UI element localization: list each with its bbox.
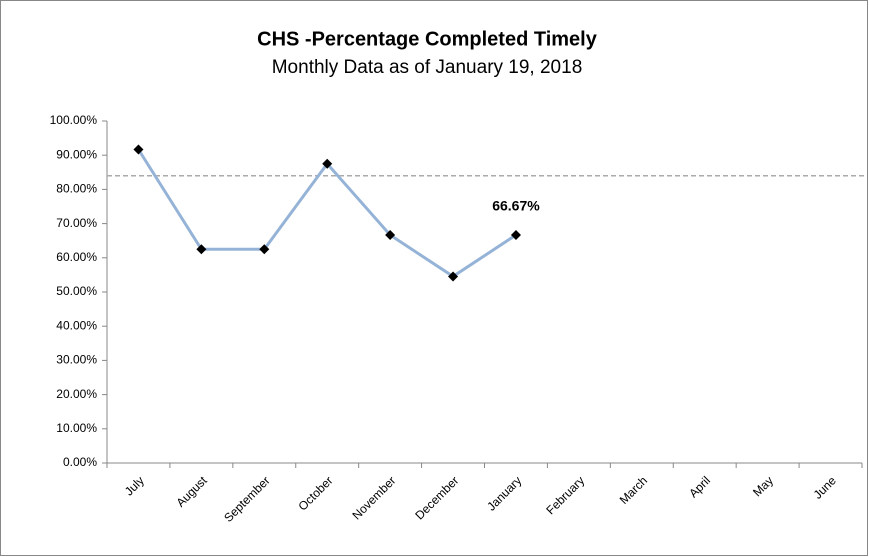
chart-title: CHS -Percentage Completed Timely (257, 28, 598, 50)
y-tick-label: 70.00% (56, 216, 97, 230)
data-point (510, 229, 521, 240)
data-point (322, 158, 333, 169)
data-label: 66.67% (492, 198, 540, 214)
data-point (385, 229, 396, 240)
y-tick-label: 100.00% (50, 113, 98, 127)
chart-subtitle: Monthly Data as of January 19, 2018 (272, 57, 583, 78)
y-tick-label: 90.00% (56, 147, 97, 161)
y-tick-label: 80.00% (56, 182, 97, 196)
y-tick-label: 10.00% (56, 421, 97, 435)
data-point (133, 144, 144, 155)
y-tick-label: 30.00% (56, 353, 97, 367)
y-tick-label: 0.00% (63, 455, 97, 469)
y-tick-label: 60.00% (56, 250, 97, 264)
data-point (196, 244, 207, 255)
y-tick-label: 50.00% (56, 284, 97, 298)
y-tick-label: 40.00% (56, 318, 97, 332)
data-point (259, 244, 270, 255)
y-tick-label: 20.00% (56, 387, 97, 401)
data-point (448, 271, 459, 282)
